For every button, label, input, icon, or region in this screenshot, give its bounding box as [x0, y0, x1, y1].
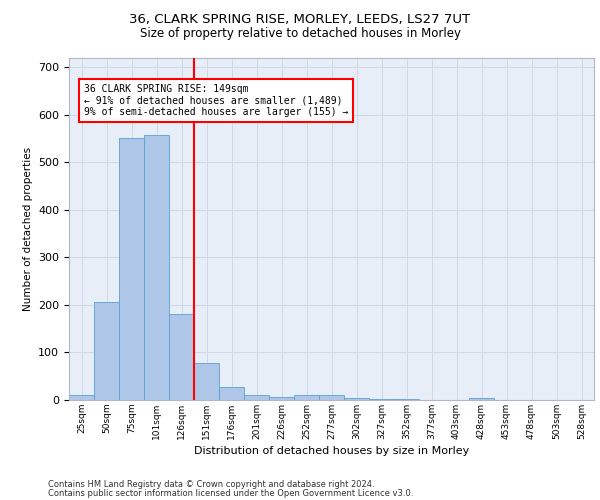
Bar — [219, 386, 244, 400]
Bar — [344, 398, 369, 400]
Text: 36 CLARK SPRING RISE: 149sqm
← 91% of detached houses are smaller (1,489)
9% of : 36 CLARK SPRING RISE: 149sqm ← 91% of de… — [83, 84, 348, 117]
Bar — [94, 302, 119, 400]
Bar — [69, 395, 94, 400]
Bar — [294, 395, 319, 400]
Bar — [269, 397, 294, 400]
Bar — [169, 314, 194, 400]
Y-axis label: Number of detached properties: Number of detached properties — [23, 146, 32, 311]
Bar — [369, 398, 394, 400]
Bar — [144, 135, 169, 400]
Text: 36, CLARK SPRING RISE, MORLEY, LEEDS, LS27 7UT: 36, CLARK SPRING RISE, MORLEY, LEEDS, LS… — [130, 12, 470, 26]
Text: Contains public sector information licensed under the Open Government Licence v3: Contains public sector information licen… — [48, 488, 413, 498]
Bar — [244, 395, 269, 400]
Text: Contains HM Land Registry data © Crown copyright and database right 2024.: Contains HM Land Registry data © Crown c… — [48, 480, 374, 489]
Bar — [194, 363, 219, 400]
Bar — [394, 399, 419, 400]
Bar — [319, 395, 344, 400]
Text: Size of property relative to detached houses in Morley: Size of property relative to detached ho… — [139, 28, 461, 40]
X-axis label: Distribution of detached houses by size in Morley: Distribution of detached houses by size … — [194, 446, 469, 456]
Bar — [119, 138, 144, 400]
Bar — [469, 398, 494, 400]
